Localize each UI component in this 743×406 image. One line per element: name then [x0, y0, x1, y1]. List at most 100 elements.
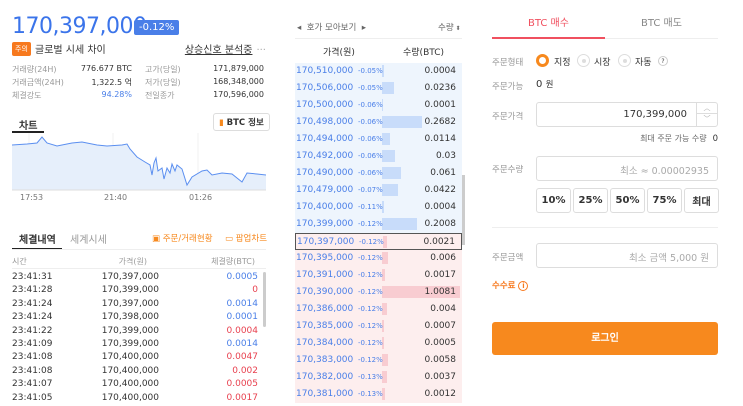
- ob-qty: 0.0001: [424, 100, 457, 110]
- tab-buy[interactable]: BTC 매수: [528, 18, 569, 29]
- trade-price: 170,400,000: [101, 379, 159, 390]
- ob-qty: 0.061: [430, 168, 456, 178]
- increment-icon[interactable]: ︿: [697, 103, 717, 114]
- popup-chart-label: 팝업차트: [235, 234, 268, 244]
- stat-value: 776.677 BTC: [80, 64, 132, 73]
- bid-row[interactable]: 170,397,000 -0.12% 0.0021: [295, 233, 462, 250]
- amount-input[interactable]: 최소 금액 5,000 원: [536, 243, 718, 268]
- decrement-icon[interactable]: ﹀: [703, 115, 711, 123]
- orderbook-nav[interactable]: ◂ 호가 모아보기 ▸: [297, 21, 366, 33]
- sort-label: 수량: [438, 23, 454, 33]
- available-value: 0 원: [536, 78, 553, 90]
- x-tick: 17:53: [20, 193, 44, 202]
- bid-row[interactable]: 170,381,000 -0.13% 0.0012: [295, 386, 462, 403]
- trade-price: 170,400,000: [101, 352, 159, 363]
- ob-change: -0.06%: [358, 101, 383, 109]
- ob-price: 170,490,000: [296, 168, 354, 178]
- bid-row[interactable]: 170,383,000 -0.12% 0.0058: [295, 352, 462, 369]
- ob-price: 170,382,000: [296, 372, 354, 382]
- divider: [12, 249, 266, 250]
- ask-row[interactable]: 170,500,000 -0.06% 0.0001: [295, 97, 462, 114]
- trade-time: 23:41:24: [12, 298, 53, 309]
- pct-button[interactable]: 최대: [684, 188, 719, 213]
- ask-row[interactable]: 170,510,000 -0.05% 0.0004: [295, 63, 462, 80]
- ask-row[interactable]: 170,506,000 -0.05% 0.0236: [295, 80, 462, 97]
- trade-row: 23:41:09 170,399,000 0.0014: [12, 339, 260, 352]
- ask-row[interactable]: 170,492,000 -0.06% 0.03: [295, 148, 462, 165]
- pct-button[interactable]: 10%: [536, 188, 571, 213]
- bid-row[interactable]: 170,391,000 -0.12% 0.0017: [295, 267, 462, 284]
- radio-limit[interactable]: [536, 54, 549, 67]
- tab-world-price[interactable]: 세계시세: [70, 235, 107, 246]
- ask-row[interactable]: 170,479,000 -0.07% 0.0422: [295, 182, 462, 199]
- ask-row[interactable]: 170,494,000 -0.06% 0.0114: [295, 131, 462, 148]
- stat-value: 170,596,000: [213, 90, 264, 99]
- bid-row[interactable]: 170,382,000 -0.13% 0.0037: [295, 369, 462, 386]
- ob-qty: 0.004: [430, 304, 456, 314]
- pct-button[interactable]: 25%: [573, 188, 608, 213]
- trade-qty: 0.0005: [226, 272, 259, 282]
- help-icon[interactable]: ?: [658, 56, 668, 66]
- order-status-label: 주문/거래현황: [162, 234, 213, 244]
- ob-qty: 0.0021: [423, 237, 456, 247]
- x-tick: 21:40: [104, 193, 128, 202]
- ask-row[interactable]: 170,400,000 -0.11% 0.0004: [295, 199, 462, 216]
- tab-chart[interactable]: 차트: [19, 121, 38, 132]
- scrollbar[interactable]: [462, 175, 465, 245]
- volume-bar: [382, 354, 388, 366]
- tab-sell[interactable]: BTC 매도: [641, 18, 682, 29]
- stat-label: 거래금액(24H): [12, 78, 64, 87]
- tab-trades[interactable]: 체결내역: [19, 235, 56, 246]
- qty-input[interactable]: 최소 ≈ 0.00002935: [536, 156, 718, 181]
- trade-price: 170,399,000: [101, 285, 159, 296]
- bid-row[interactable]: 170,386,000 -0.12% 0.004: [295, 301, 462, 318]
- trade-time: 23:41:08: [12, 365, 53, 376]
- stat-label: 저가(당일): [145, 78, 181, 87]
- ob-qty: 0.0422: [424, 185, 457, 195]
- ob-qty: 0.2008: [424, 219, 457, 229]
- divider: [295, 38, 462, 39]
- btc-info-button[interactable]: ▮ BTC 정보: [213, 113, 270, 131]
- pct-button[interactable]: 75%: [647, 188, 682, 213]
- current-price: 170,397,000: [12, 14, 147, 39]
- radio-market[interactable]: [577, 54, 590, 67]
- pct-button[interactable]: 50%: [610, 188, 645, 213]
- scrollbar[interactable]: [263, 272, 266, 327]
- ob-price: 170,494,000: [296, 134, 354, 144]
- tab-underline: [492, 37, 605, 39]
- price-chart[interactable]: [12, 133, 266, 193]
- info-icon[interactable]: i: [518, 281, 529, 291]
- order-type-label: 주문형태: [492, 58, 524, 68]
- trade-time: 23:41:22: [12, 325, 53, 336]
- sort-qty[interactable]: 수량 ⬍: [438, 21, 461, 33]
- bid-row[interactable]: 170,384,000 -0.12% 0.0005: [295, 335, 462, 352]
- trade-price: 170,398,000: [101, 312, 159, 323]
- bid-row[interactable]: 170,385,000 -0.12% 0.0007: [295, 318, 462, 335]
- fee-label: 수수료: [492, 281, 516, 291]
- order-status-link[interactable]: ▣ 주문/거래현황: [152, 234, 213, 244]
- trade-row: 23:41:24 170,398,000 0.0001: [12, 312, 260, 325]
- popup-chart-link[interactable]: ▭ 팝업차트: [225, 234, 268, 244]
- ask-row[interactable]: 170,498,000 -0.06% 0.2682: [295, 114, 462, 131]
- signal-link[interactable]: 상승신호 분석중: [184, 45, 253, 56]
- volume-bar: [382, 388, 385, 400]
- next-icon[interactable]: ▸: [361, 23, 366, 33]
- price-stepper[interactable]: ︿ ﹀: [696, 103, 717, 126]
- login-button[interactable]: 로그인: [492, 322, 718, 355]
- col-price: 가격(원): [118, 257, 147, 266]
- ob-price: 170,385,000: [296, 321, 354, 331]
- fee-link[interactable]: 수수료 i: [492, 279, 529, 291]
- more-icon[interactable]: ···: [256, 45, 266, 56]
- ask-row[interactable]: 170,490,000 -0.06% 0.061: [295, 165, 462, 182]
- price-input[interactable]: 170,399,000 ︿ ﹀: [536, 102, 718, 127]
- radio-auto[interactable]: [618, 54, 631, 67]
- volume-bar: [382, 99, 383, 111]
- trade-row: 23:41:08 170,400,000 0.002: [12, 366, 260, 379]
- bid-row[interactable]: 170,390,000 -0.12% 1.0081: [295, 284, 462, 301]
- bid-row[interactable]: 170,395,000 -0.12% 0.006: [295, 250, 462, 267]
- prev-icon[interactable]: ◂: [297, 23, 302, 33]
- trade-qty: 0: [252, 285, 258, 296]
- ask-row[interactable]: 170,399,000 -0.12% 0.2008: [295, 216, 462, 233]
- volume-bar: [382, 218, 417, 230]
- ob-change: -0.06%: [358, 135, 383, 143]
